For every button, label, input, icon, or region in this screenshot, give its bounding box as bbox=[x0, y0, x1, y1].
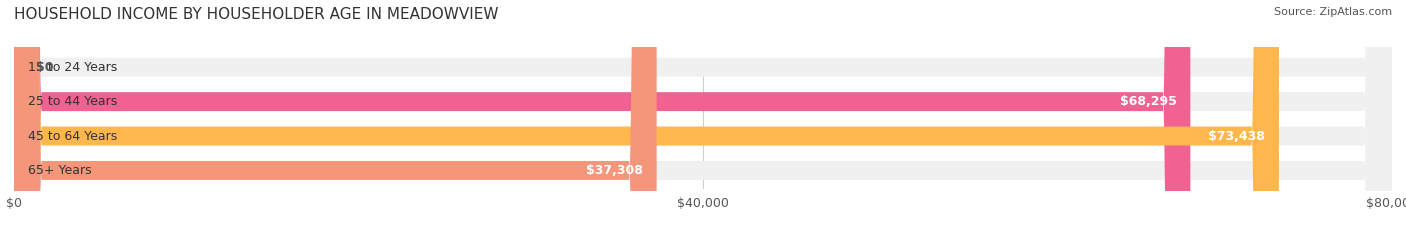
FancyBboxPatch shape bbox=[14, 0, 1279, 233]
Text: $0: $0 bbox=[37, 61, 53, 74]
FancyBboxPatch shape bbox=[14, 0, 657, 233]
Text: $68,295: $68,295 bbox=[1119, 95, 1177, 108]
FancyBboxPatch shape bbox=[14, 0, 1392, 233]
Text: 25 to 44 Years: 25 to 44 Years bbox=[28, 95, 117, 108]
Text: 15 to 24 Years: 15 to 24 Years bbox=[28, 61, 117, 74]
Text: $37,308: $37,308 bbox=[586, 164, 643, 177]
Text: 45 to 64 Years: 45 to 64 Years bbox=[28, 130, 117, 143]
Text: 65+ Years: 65+ Years bbox=[28, 164, 91, 177]
Text: $73,438: $73,438 bbox=[1208, 130, 1265, 143]
Text: HOUSEHOLD INCOME BY HOUSEHOLDER AGE IN MEADOWVIEW: HOUSEHOLD INCOME BY HOUSEHOLDER AGE IN M… bbox=[14, 7, 499, 22]
FancyBboxPatch shape bbox=[14, 0, 28, 233]
FancyBboxPatch shape bbox=[14, 0, 1392, 233]
Text: Source: ZipAtlas.com: Source: ZipAtlas.com bbox=[1274, 7, 1392, 17]
FancyBboxPatch shape bbox=[14, 0, 1392, 233]
FancyBboxPatch shape bbox=[14, 0, 1392, 233]
FancyBboxPatch shape bbox=[14, 0, 1191, 233]
